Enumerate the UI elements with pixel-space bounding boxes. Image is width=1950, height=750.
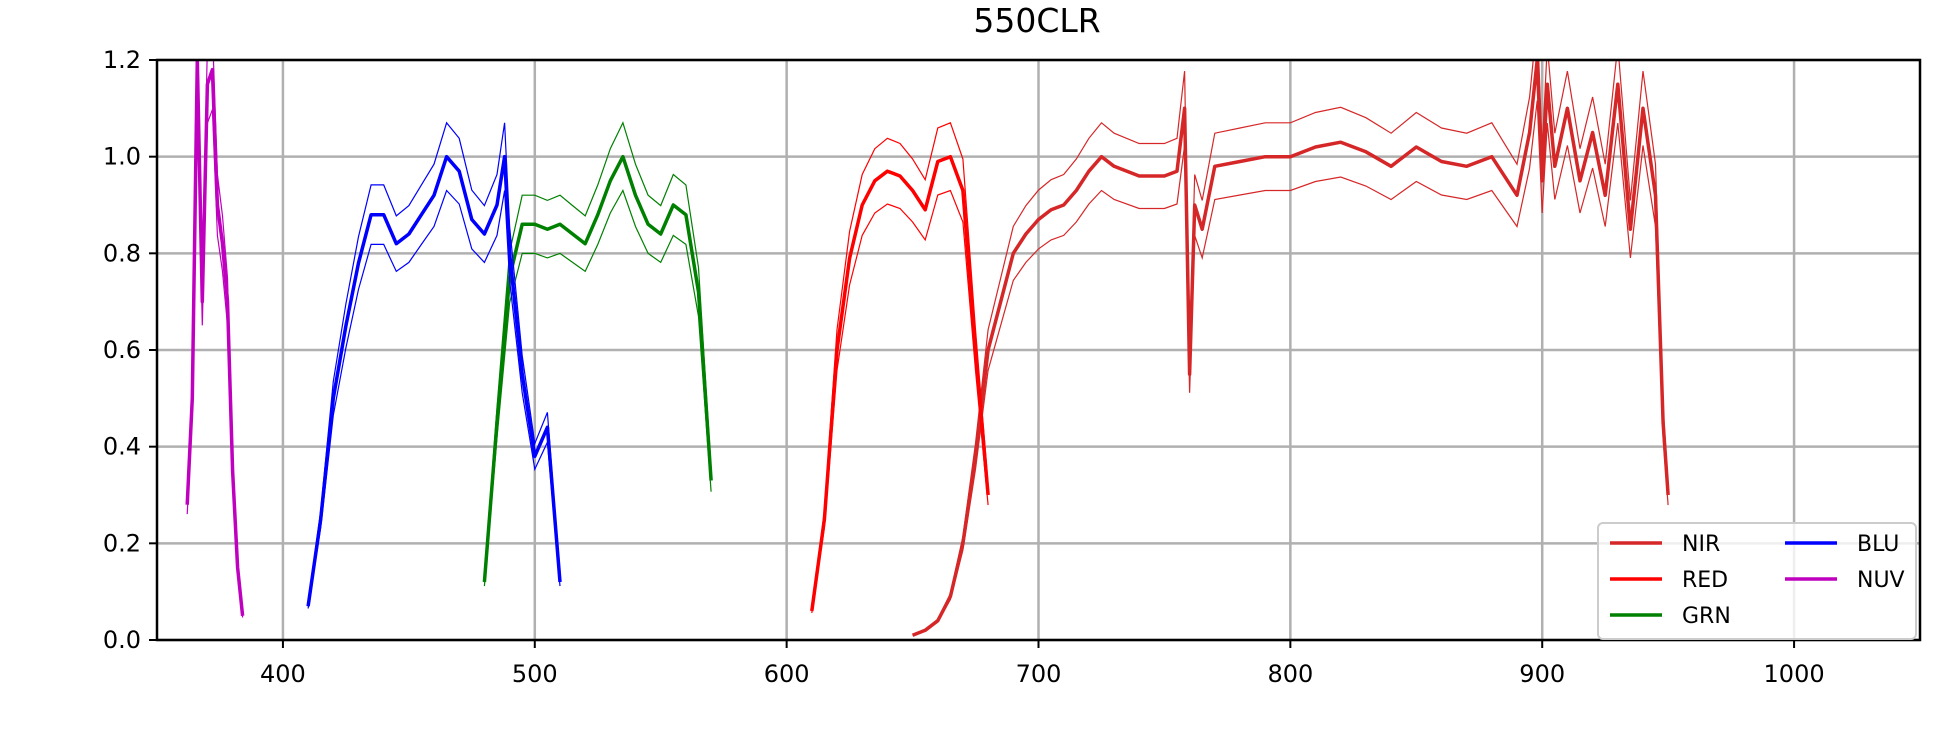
legend-label-blu: BLU — [1857, 532, 1899, 557]
x-tick-label-700: 700 — [1016, 660, 1062, 688]
legend-label-nir: NIR — [1682, 532, 1720, 557]
series-nir-line — [911, 60, 1670, 637]
y-tick-label-2: 0.4 — [103, 433, 141, 461]
series-red-lower-line — [811, 189, 989, 614]
x-tick-label-900: 900 — [1519, 660, 1565, 688]
series-blu-lower-line — [307, 189, 561, 609]
x-tick-label-500: 500 — [512, 660, 558, 688]
series-red-upper-line — [811, 122, 989, 610]
y-tick-label-0: 0.0 — [103, 626, 141, 654]
series-red-line — [810, 154, 990, 612]
legend-label-red: RED — [1682, 568, 1728, 593]
y-tick-label-1: 0.2 — [103, 529, 141, 557]
series-grn-line — [482, 154, 713, 583]
series-nir — [911, 60, 1670, 637]
y-tick-label-6: 1.2 — [103, 46, 141, 74]
x-tick-label-600: 600 — [764, 660, 810, 688]
x-tick-label-1000: 1000 — [1764, 660, 1825, 688]
y-tick-label-4: 0.8 — [103, 239, 141, 267]
legend-label-nuv: NUV — [1857, 568, 1905, 593]
x-tick-label-800: 800 — [1267, 660, 1313, 688]
series-blu-line — [306, 154, 562, 607]
y-tick-label-5: 1.0 — [103, 143, 141, 171]
y-tick-label-3: 0.6 — [103, 336, 141, 364]
legend-label-grn: GRN — [1682, 604, 1731, 629]
series-grn — [482, 121, 713, 587]
x-tick-label-400: 400 — [260, 660, 306, 688]
series-red — [810, 122, 990, 614]
plot-frame — [155, 58, 1922, 642]
series-grn-lower-line — [483, 189, 712, 587]
y-axis-ticks: 0.0 0.2 0.4 0.6 0.8 1.0 1.2 — [103, 46, 157, 654]
series-lines — [185, 60, 1670, 637]
series-nir-upper-line — [912, 60, 1669, 636]
x-axis-ticks: 400 500 600 700 800 900 1000 — [260, 640, 1825, 688]
series-nuv — [185, 60, 245, 618]
chart-title: 550CLR — [973, 1, 1100, 40]
series-blu-upper-line — [307, 121, 561, 604]
series-nir-lower-line — [912, 100, 1669, 637]
series-blu — [306, 121, 562, 609]
series-nuv-line — [185, 60, 245, 616]
legend-box — [1597, 522, 1917, 640]
legend: NIR RED GRN BLU NUV — [1597, 522, 1917, 640]
series-grn-upper-line — [483, 121, 712, 578]
